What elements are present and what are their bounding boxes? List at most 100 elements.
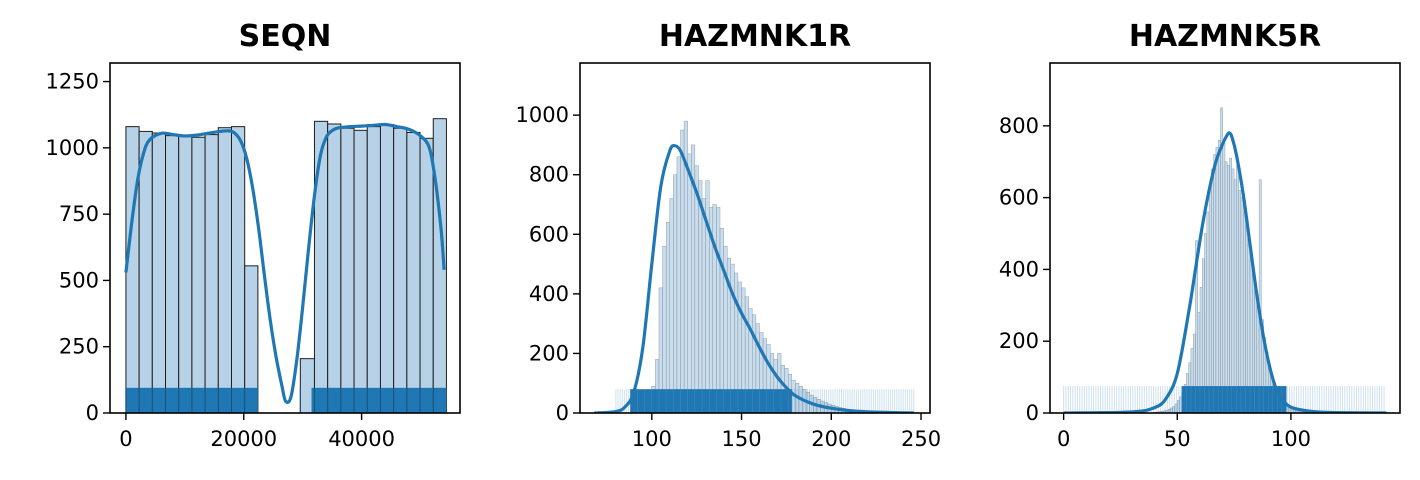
y-axis: 0 200 400 600 800 [999, 114, 1050, 425]
histogram-bar [1220, 107, 1223, 413]
kde-line [594, 144, 914, 413]
axes-frame [1049, 62, 1401, 414]
histogram-bar [379, 124, 395, 413]
histogram-bar [694, 165, 699, 413]
histogram-bar [1242, 211, 1246, 413]
histogram-bar [1211, 168, 1214, 413]
histogram-bar [340, 127, 355, 413]
histogram-bar [327, 123, 342, 413]
rug-plot [615, 389, 915, 413]
histogram-bars [125, 118, 447, 413]
histogram-bar [712, 204, 717, 413]
histogram-bar [1233, 179, 1237, 413]
histogram-bar [701, 198, 706, 413]
histogram-bar [1217, 139, 1221, 413]
histogram-bar [1236, 165, 1239, 413]
histogram-bar [151, 132, 167, 413]
histogram-bar [687, 153, 692, 413]
x-tick-label: 20000 [210, 427, 277, 451]
x-axis: 0 50 100 [1057, 413, 1311, 451]
histogram-bar [191, 136, 206, 413]
rug-band [311, 387, 447, 413]
y-axis: 0 250 500 750 1000 1250 [46, 70, 110, 425]
histogram-bar [1206, 211, 1210, 413]
rug-band [1181, 386, 1287, 413]
histogram-bar [716, 207, 721, 413]
y-tick-label: 600 [529, 222, 569, 246]
histogram-bar [680, 129, 685, 413]
x-tick-label: 250 [901, 427, 941, 451]
y-tick-label: 250 [59, 335, 99, 359]
chart-title: HAZMNK1R [659, 19, 851, 54]
histogram-bar [1224, 161, 1228, 413]
histogram-bar [230, 126, 246, 413]
histogram-bar [698, 180, 703, 413]
rug-band [630, 389, 792, 413]
histogram-bar [676, 156, 681, 413]
histogram-bar [705, 180, 710, 413]
x-tick-label: 200 [811, 427, 851, 451]
x-tick-label: 100 [1271, 427, 1311, 451]
rug-plot [125, 387, 447, 413]
histogram-bar [1240, 197, 1244, 413]
histogram-bar [313, 120, 329, 413]
kde-line [1063, 131, 1387, 413]
histogram-bar [165, 135, 180, 413]
histogram-bar [353, 129, 368, 413]
histogram-bar [406, 131, 421, 413]
histogram-bar [1213, 154, 1217, 413]
chart-panel-1: 0 250 500 750 1000 1250 0 20000 40000 SEQN [46, 19, 461, 451]
histogram-bar [1208, 190, 1212, 413]
x-tick-label: 150 [721, 427, 761, 451]
y-tick-label: 400 [529, 282, 569, 306]
chart-title: HAZMNK5R [1129, 19, 1321, 54]
histogram-bar [1238, 190, 1242, 413]
histogram-bar [393, 127, 408, 413]
x-tick-label: 40000 [328, 427, 395, 451]
histogram-bar [662, 245, 667, 413]
y-tick-label: 200 [529, 341, 569, 365]
y-tick-label: 1000 [46, 136, 99, 160]
histogram-bar [1231, 168, 1235, 413]
histogram-bar [244, 265, 259, 413]
histogram-bar [204, 134, 219, 413]
histogram-bar [178, 135, 193, 413]
y-tick-label: 1250 [46, 70, 99, 94]
x-tick-label: 100 [632, 427, 672, 451]
x-tick-label: 50 [1164, 427, 1191, 451]
y-tick-label: 0 [1026, 401, 1039, 425]
y-tick-label: 0 [86, 401, 99, 425]
x-axis: 0 20000 40000 [119, 413, 395, 451]
histogram-bar [366, 126, 381, 413]
histogram-bar [138, 130, 153, 413]
y-tick-label: 800 [529, 163, 569, 187]
kde-line [124, 122, 446, 404]
histogram-bar [1227, 165, 1230, 413]
x-tick-label: 0 [1057, 427, 1070, 451]
plot-area [1063, 107, 1387, 413]
histogram-bar [673, 174, 678, 413]
histogram-bar [1222, 143, 1226, 413]
y-axis: 0 200 400 600 800 1000 [516, 103, 580, 425]
x-axis: 100 150 200 250 [632, 413, 941, 451]
y-tick-label: 750 [59, 202, 99, 226]
y-tick-label: 0 [556, 401, 569, 425]
chart-panel-3: 0 200 400 600 800 0 50 100 HAZMNK5R [999, 19, 1401, 451]
chart-panel-2: 0 200 400 600 800 1000 100 150 200 250 HAZMNK1R [516, 19, 942, 451]
histogram-bar [125, 126, 140, 413]
y-tick-label: 800 [999, 114, 1039, 138]
y-tick-label: 600 [999, 186, 1039, 210]
chart-title: SEQN [239, 19, 332, 54]
histogram-bar [669, 198, 674, 413]
axes-frame [109, 62, 461, 414]
y-tick-label: 1000 [516, 103, 569, 127]
rug-plot [1063, 386, 1385, 413]
y-tick-label: 400 [999, 257, 1039, 281]
y-tick-label: 500 [59, 268, 99, 292]
histogram-bar [217, 127, 232, 413]
histogram-bar [1245, 226, 1248, 413]
histogram-bar [419, 137, 434, 413]
x-tick-label: 0 [119, 427, 132, 451]
histogram-bar [1215, 147, 1219, 413]
